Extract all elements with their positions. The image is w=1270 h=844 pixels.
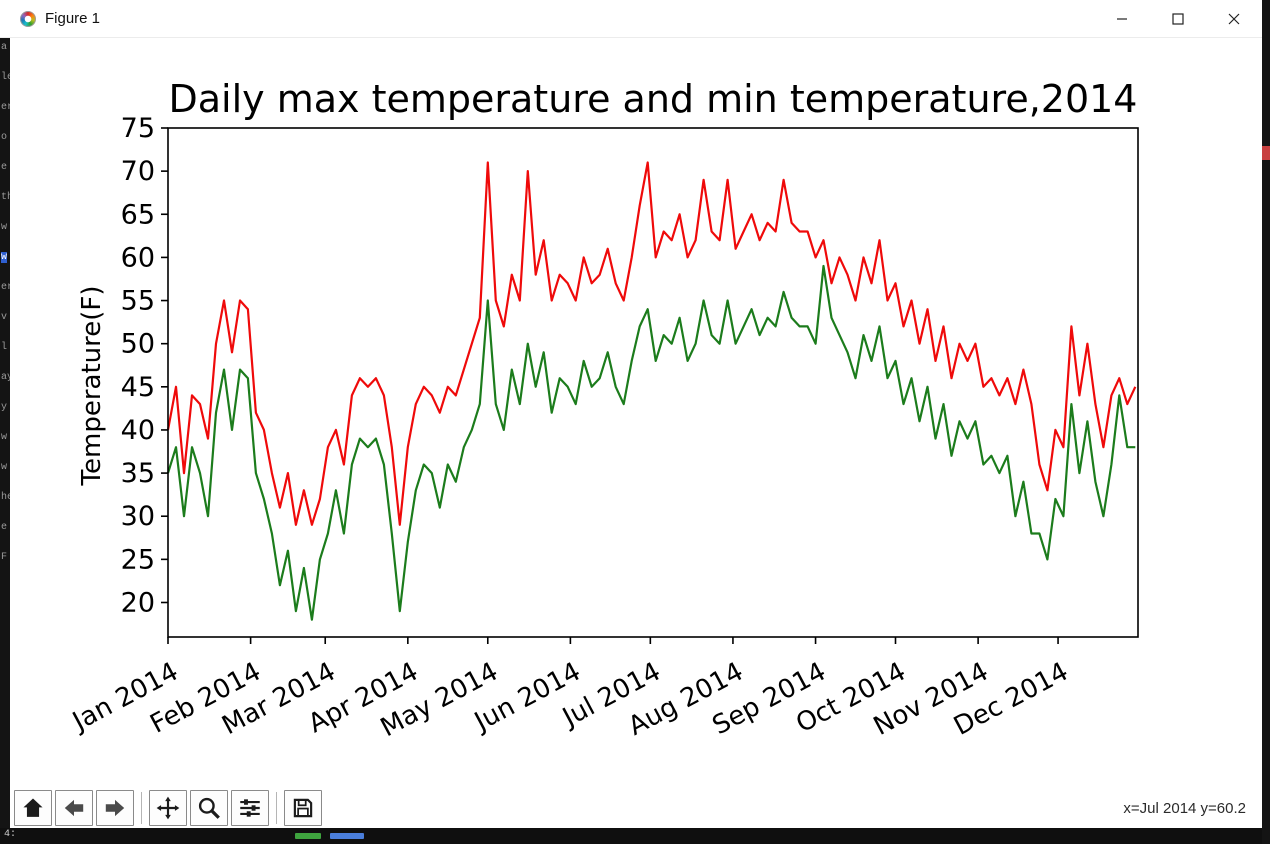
configure-subplots-button[interactable] bbox=[231, 790, 269, 826]
window-controls bbox=[1094, 0, 1262, 38]
save-button[interactable] bbox=[284, 790, 322, 826]
save-icon bbox=[293, 798, 313, 818]
home-button[interactable] bbox=[14, 790, 52, 826]
background-text-fragment: er bbox=[1, 282, 10, 293]
background-text-fragment: w bbox=[1, 432, 8, 443]
background-text-fragment: e bbox=[1, 162, 8, 173]
matplotlib-logo-icon bbox=[20, 10, 36, 27]
background-text-smudge bbox=[330, 833, 364, 839]
background-text-fragment: o bbox=[1, 132, 8, 143]
background-text-fragment: w bbox=[1, 222, 8, 233]
window-titlebar: Figure 1 bbox=[0, 0, 1262, 38]
pan-button[interactable] bbox=[149, 790, 187, 826]
background-text-fragment: a bbox=[1, 42, 8, 53]
svg-text:75: 75 bbox=[121, 113, 155, 144]
svg-text:65: 65 bbox=[121, 199, 155, 230]
svg-text:60: 60 bbox=[121, 242, 155, 273]
background-text-fragment: F bbox=[1, 552, 8, 563]
home-icon bbox=[23, 798, 43, 817]
background-text-fragment: y bbox=[1, 402, 8, 413]
configure-subplots-icon bbox=[240, 799, 260, 817]
forward-icon bbox=[105, 799, 125, 817]
background-text-fragment: ay bbox=[1, 372, 10, 383]
zoom-button[interactable] bbox=[190, 790, 228, 826]
svg-text:50: 50 bbox=[121, 329, 155, 360]
scroll-marker bbox=[1262, 146, 1270, 160]
forward-button[interactable] bbox=[96, 790, 134, 826]
navigation-toolbar: x=Jul 2014 y=60.2 bbox=[10, 788, 1262, 828]
background-text-fragment: 4: bbox=[4, 829, 17, 840]
pan-icon bbox=[156, 796, 180, 820]
minimize-button[interactable] bbox=[1094, 0, 1150, 38]
toolbar-separator bbox=[141, 792, 142, 824]
zoom-icon bbox=[198, 797, 220, 819]
back-icon bbox=[64, 799, 84, 817]
background-text-fragment: w bbox=[1, 462, 8, 473]
background-text-fragment: e bbox=[1, 522, 8, 533]
svg-text:30: 30 bbox=[121, 501, 155, 532]
background-text-fragment: er bbox=[1, 102, 10, 113]
figure-canvas: Daily max temperature and min temperatur… bbox=[10, 38, 1262, 788]
svg-text:40: 40 bbox=[121, 415, 155, 446]
figure-window: Figure 1 Daily max temperature and min t… bbox=[0, 0, 1262, 828]
background-text-fragment: th bbox=[1, 192, 10, 203]
background-text-fragment: v bbox=[1, 312, 8, 323]
cursor-status: x=Jul 2014 y=60.2 bbox=[1123, 799, 1246, 817]
background-text-fragment: le bbox=[1, 72, 10, 83]
svg-text:45: 45 bbox=[121, 372, 155, 403]
svg-text:25: 25 bbox=[121, 544, 155, 575]
svg-text:70: 70 bbox=[121, 156, 155, 187]
background-app-right-strip bbox=[1262, 0, 1270, 844]
background-terminal-strip: 4: bbox=[0, 828, 1270, 844]
background-app-left-strip: a le er o e th w w er v l ay y w w he e F bbox=[0, 38, 10, 828]
svg-text:55: 55 bbox=[121, 286, 155, 317]
back-button[interactable] bbox=[55, 790, 93, 826]
toolbar-buttons bbox=[14, 790, 325, 826]
background-text-fragment: w bbox=[1, 252, 8, 263]
toolbar-separator bbox=[276, 792, 277, 824]
temperature-chart[interactable]: Daily max temperature and min temperatur… bbox=[10, 38, 1262, 788]
window-title: Figure 1 bbox=[45, 10, 101, 27]
close-button[interactable] bbox=[1206, 0, 1262, 38]
background-text-smudge bbox=[295, 833, 321, 839]
svg-text:20: 20 bbox=[121, 587, 155, 618]
svg-text:Temperature(F): Temperature(F) bbox=[77, 286, 107, 487]
maximize-button[interactable] bbox=[1150, 0, 1206, 38]
svg-text:35: 35 bbox=[121, 458, 155, 489]
svg-text:Daily max temperature and min: Daily max temperature and min temperatur… bbox=[169, 77, 1138, 121]
background-text-fragment: l bbox=[1, 342, 8, 353]
background-text-fragment: he bbox=[1, 492, 10, 503]
